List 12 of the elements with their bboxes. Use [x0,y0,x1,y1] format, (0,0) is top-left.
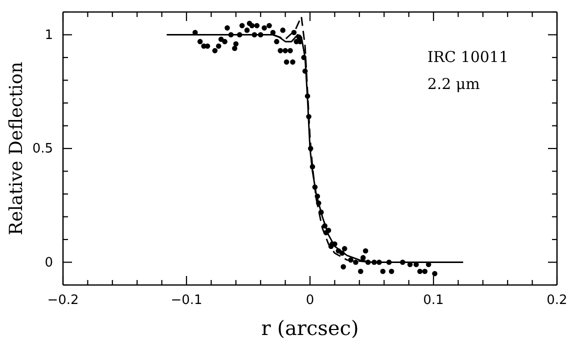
x-axis-title: r (arcsec) [261,316,359,340]
x-tick-label: 0.1 [423,293,444,308]
y-axis-title: Relative Deflection [6,61,27,236]
annotation: 2.2 μm [427,75,480,93]
y-tick-label: 0.5 [32,142,53,157]
x-tick-label: −0.2 [47,293,79,308]
x-tick-label: 0.2 [546,293,568,308]
y-tick-label: 0 [44,255,53,270]
y-tick-label: 1 [44,28,53,43]
x-tick-label: 0 [306,293,314,308]
x-tick-label: −0.1 [170,293,202,308]
annotation: IRC 10011 [427,48,509,66]
